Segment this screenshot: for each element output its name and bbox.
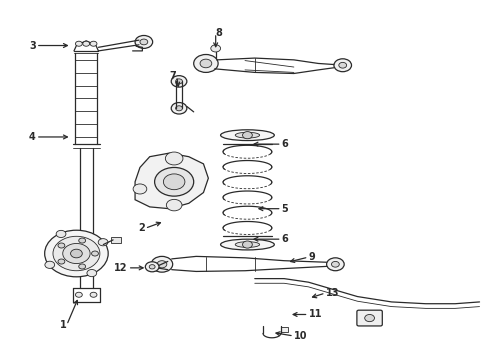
Circle shape	[171, 76, 187, 87]
Circle shape	[171, 103, 187, 114]
Text: 6: 6	[282, 234, 289, 244]
Circle shape	[211, 45, 220, 52]
Circle shape	[200, 59, 212, 68]
Circle shape	[194, 54, 218, 72]
Circle shape	[163, 174, 185, 190]
Text: 12: 12	[114, 263, 128, 273]
Circle shape	[339, 62, 346, 68]
Circle shape	[149, 265, 155, 269]
Circle shape	[79, 238, 86, 243]
Circle shape	[365, 315, 374, 321]
Circle shape	[75, 292, 82, 297]
Ellipse shape	[220, 130, 274, 140]
Circle shape	[175, 79, 182, 84]
Circle shape	[157, 261, 167, 268]
Circle shape	[90, 41, 97, 46]
Circle shape	[53, 236, 100, 271]
Circle shape	[90, 292, 97, 297]
Circle shape	[135, 36, 153, 48]
Circle shape	[58, 259, 65, 264]
FancyBboxPatch shape	[357, 310, 382, 326]
Circle shape	[165, 152, 183, 165]
FancyBboxPatch shape	[111, 237, 122, 243]
Text: 9: 9	[309, 252, 315, 262]
Text: 5: 5	[282, 204, 289, 214]
Circle shape	[98, 239, 108, 246]
Polygon shape	[135, 153, 208, 209]
Circle shape	[63, 243, 90, 264]
Circle shape	[92, 251, 98, 256]
Ellipse shape	[235, 132, 260, 138]
Circle shape	[155, 167, 194, 196]
Circle shape	[151, 256, 172, 272]
Circle shape	[334, 59, 351, 72]
Circle shape	[133, 184, 147, 194]
Circle shape	[331, 261, 339, 267]
Ellipse shape	[220, 239, 274, 250]
Circle shape	[327, 258, 344, 271]
Text: 7: 7	[170, 71, 176, 81]
Text: 13: 13	[326, 288, 339, 298]
Text: 6: 6	[282, 139, 289, 149]
FancyBboxPatch shape	[281, 327, 289, 332]
Text: 3: 3	[29, 41, 36, 50]
Text: 11: 11	[309, 310, 322, 319]
Circle shape	[243, 241, 252, 248]
Circle shape	[166, 199, 182, 211]
Text: 8: 8	[216, 28, 222, 38]
Circle shape	[45, 261, 55, 269]
Circle shape	[56, 230, 66, 238]
Text: 2: 2	[138, 224, 145, 233]
Circle shape	[140, 39, 148, 45]
Circle shape	[79, 264, 86, 269]
Circle shape	[71, 249, 82, 258]
Circle shape	[146, 262, 159, 272]
Text: 4: 4	[29, 132, 36, 142]
Circle shape	[58, 243, 65, 248]
Circle shape	[87, 270, 97, 277]
Ellipse shape	[235, 242, 260, 247]
Text: 1: 1	[60, 320, 67, 330]
Text: 10: 10	[294, 331, 307, 341]
Circle shape	[83, 41, 90, 46]
Circle shape	[75, 41, 82, 46]
Circle shape	[175, 106, 182, 111]
Circle shape	[45, 230, 108, 277]
Circle shape	[243, 132, 252, 139]
